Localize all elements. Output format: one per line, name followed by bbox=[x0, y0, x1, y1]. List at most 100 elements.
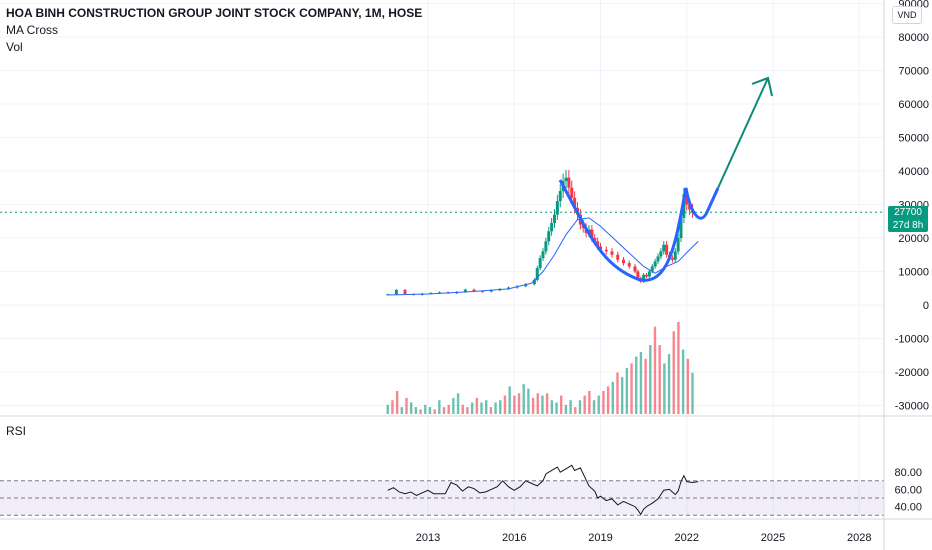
volume-bar bbox=[513, 395, 516, 414]
volume-bar bbox=[438, 400, 441, 414]
candle-body bbox=[645, 274, 648, 277]
volume-bar bbox=[419, 409, 422, 414]
candle-body bbox=[656, 256, 660, 262]
volume-bar bbox=[635, 356, 638, 414]
volume-bar bbox=[686, 358, 690, 414]
candle-body bbox=[538, 258, 542, 269]
rsi-tick-label: 80.00 bbox=[894, 467, 922, 479]
volume-bar bbox=[653, 326, 657, 414]
volume-bar bbox=[625, 368, 629, 414]
volume-bar bbox=[611, 381, 614, 414]
currency-label[interactable]: VND bbox=[892, 6, 922, 24]
volume-bar bbox=[485, 400, 488, 414]
x-tick-label: 2019 bbox=[588, 532, 612, 544]
candle-body bbox=[567, 177, 571, 188]
candle-body bbox=[544, 241, 548, 252]
volume-bar bbox=[639, 351, 643, 414]
volume-bar bbox=[424, 404, 427, 414]
x-tick-label: 2016 bbox=[502, 532, 526, 544]
volume-bar bbox=[541, 395, 544, 414]
candle-body bbox=[627, 263, 631, 267]
x-tick-label: 2025 bbox=[761, 532, 785, 544]
volume-bar bbox=[395, 391, 399, 414]
candle-body bbox=[653, 261, 657, 267]
y-tick-label: 50000 bbox=[898, 133, 929, 145]
candle-body bbox=[570, 187, 574, 198]
volume-bar bbox=[691, 372, 694, 414]
volume-bars bbox=[386, 322, 694, 414]
candle-body bbox=[555, 201, 559, 215]
candle-body bbox=[659, 251, 663, 257]
candle-body bbox=[564, 177, 568, 182]
volume-bar bbox=[466, 407, 469, 414]
volume-bar bbox=[414, 407, 418, 414]
volume-bar bbox=[663, 363, 666, 414]
volume-bar bbox=[489, 407, 493, 414]
candle-body bbox=[463, 289, 467, 292]
last-price: 27700 bbox=[894, 207, 922, 218]
volume-bar bbox=[456, 393, 460, 414]
candle-body bbox=[593, 238, 597, 242]
volume-bar bbox=[602, 391, 605, 414]
volume-bar bbox=[606, 386, 610, 414]
candle-body bbox=[673, 251, 677, 260]
symbol-title[interactable]: HOA BINH CONSTRUCTION GROUP JOINT STOCK … bbox=[6, 6, 423, 20]
indicator-ma-cross[interactable]: MA Cross bbox=[6, 23, 59, 37]
candle-body bbox=[553, 214, 556, 223]
y-tick-label: 60000 bbox=[898, 99, 929, 111]
candle-body bbox=[685, 194, 689, 205]
cup-handle-curve bbox=[558, 179, 720, 282]
volume-bar bbox=[545, 393, 549, 414]
indicator-vol[interactable]: Vol bbox=[6, 40, 23, 54]
volume-bar bbox=[409, 402, 413, 414]
candle-body bbox=[489, 290, 493, 292]
volume-bar bbox=[667, 354, 671, 414]
volume-bar bbox=[630, 363, 633, 414]
rsi-label[interactable]: RSI bbox=[6, 424, 27, 438]
volume-bar bbox=[564, 404, 568, 414]
volume-bar bbox=[681, 349, 685, 414]
candle-body bbox=[662, 244, 666, 252]
candle-body bbox=[481, 291, 485, 293]
volume-bar bbox=[555, 402, 558, 414]
candle-body bbox=[650, 266, 654, 272]
volume-bar bbox=[597, 395, 600, 414]
candle-body bbox=[590, 229, 594, 238]
candle-body bbox=[596, 241, 600, 247]
candle-body bbox=[604, 249, 608, 252]
candle-body bbox=[636, 271, 640, 279]
candle-body bbox=[558, 191, 562, 202]
price-candles bbox=[386, 170, 694, 296]
volume-bar bbox=[560, 395, 563, 414]
y-tick-label: -30000 bbox=[895, 401, 929, 413]
candle-body bbox=[670, 258, 674, 260]
volume-bar bbox=[499, 400, 502, 414]
grid-lines bbox=[0, 0, 884, 518]
candle-body bbox=[403, 289, 407, 294]
cup-and-handle-annotation bbox=[558, 76, 773, 282]
bar-countdown: 27d 8h bbox=[892, 220, 924, 231]
volume-bar bbox=[494, 402, 497, 414]
volume-bar bbox=[470, 402, 474, 414]
target-arrow-line bbox=[717, 77, 769, 189]
volume-bar bbox=[447, 404, 450, 414]
volume-bar bbox=[508, 386, 511, 414]
volume-bar bbox=[527, 388, 530, 414]
candle-body bbox=[438, 292, 441, 294]
x-tick-label: 2022 bbox=[675, 532, 699, 544]
x-tick-label: 2028 bbox=[847, 532, 871, 544]
candle-body bbox=[633, 266, 637, 272]
candle-body bbox=[665, 244, 669, 255]
volume-bar bbox=[616, 372, 619, 414]
volume-bar bbox=[391, 400, 394, 414]
volume-bar bbox=[522, 384, 525, 414]
candle-body bbox=[524, 284, 528, 287]
last-price-badge: 27700 27d 8h bbox=[888, 206, 928, 232]
volume-bar bbox=[620, 377, 624, 414]
candle-body bbox=[610, 251, 614, 255]
y-tick-label: 70000 bbox=[898, 66, 929, 78]
volume-bar bbox=[644, 358, 647, 414]
volume-bar bbox=[574, 407, 577, 414]
